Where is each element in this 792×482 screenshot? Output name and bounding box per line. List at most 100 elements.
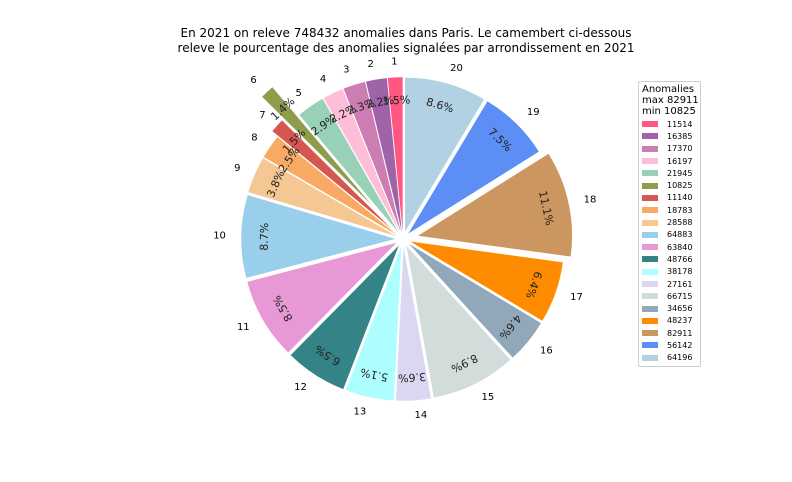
legend-swatch <box>642 182 658 189</box>
pie-category-label-10: 10 <box>213 231 226 242</box>
pie-category-label-16: 16 <box>540 346 553 357</box>
legend-label: 82911 <box>667 328 693 338</box>
legend-swatch <box>642 293 658 300</box>
chart-title-line-1: En 2021 on releve 748432 anomalies dans … <box>180 26 632 40</box>
legend-label: 11514 <box>667 119 693 129</box>
legend-label: 27161 <box>667 279 693 289</box>
legend-items: 11514 16385 17370 16197 21945 10825 11140 18783… <box>642 118 700 364</box>
pie-category-label-13: 13 <box>354 407 367 418</box>
legend-label: 10825 <box>667 181 693 191</box>
pie-percent-label-10: 8.7% <box>258 223 271 251</box>
pie-category-label-8: 8 <box>251 132 257 143</box>
legend-item: 21945 <box>642 167 700 179</box>
legend-swatch <box>642 231 658 238</box>
legend-item: 11140 <box>642 192 700 204</box>
legend-item: 16197 <box>642 155 700 167</box>
legend-label: 18783 <box>667 205 693 215</box>
legend-label: 17370 <box>667 144 693 154</box>
legend-swatch <box>642 219 658 226</box>
chart-title-line-2: releve le pourcentage des anomalies sign… <box>177 41 635 55</box>
pie-category-label-4: 4 <box>320 74 326 85</box>
pie-slice-10 <box>241 195 396 278</box>
pie-category-label-5: 5 <box>295 88 301 99</box>
legend-label: 63840 <box>667 242 693 252</box>
pie-slice-19 <box>408 101 539 234</box>
pie-category-label-12: 12 <box>294 382 307 393</box>
legend-item: 27161 <box>642 278 700 290</box>
legend-item: 64883 <box>642 229 700 241</box>
pie-slice-13 <box>345 246 402 401</box>
pie-category-label-15: 15 <box>482 392 495 403</box>
pie-slice-2 <box>365 78 402 232</box>
pie-category-label-9: 9 <box>234 163 240 174</box>
legend-swatch <box>642 330 658 337</box>
pie-category-label-17: 17 <box>570 292 583 303</box>
pie-slice-5 <box>299 98 399 233</box>
pie-slice-12 <box>290 245 399 390</box>
legend-swatch <box>642 244 658 251</box>
pie-slice-16 <box>408 243 542 358</box>
chart-title: En 2021 on releve 748432 anomalies dans … <box>0 26 792 56</box>
pie-category-label-14: 14 <box>415 410 428 421</box>
pie-slice-20 <box>405 77 485 232</box>
pie-slice-9 <box>248 158 396 236</box>
pie-category-label-1: 1 <box>391 57 397 68</box>
pie-percent-label-13: 5.1% <box>359 365 389 384</box>
pie-category-label-18: 18 <box>584 195 597 206</box>
pie-slice-14 <box>396 246 431 401</box>
legend-label: 38178 <box>667 267 693 277</box>
pie-category-label-3: 3 <box>343 65 349 76</box>
legend: Anomalies max 82911 min 10825 11514 16385… <box>638 81 701 367</box>
pie-category-label-19: 19 <box>527 107 540 118</box>
legend-swatch <box>642 133 658 140</box>
pie-category-label-2: 2 <box>367 59 373 70</box>
legend-swatch <box>642 305 658 312</box>
pie-percent-label-2: 2.2% <box>365 94 395 111</box>
legend-label: 56142 <box>667 340 693 350</box>
pie-slice-3 <box>343 81 401 232</box>
legend-item: 48237 <box>642 315 700 327</box>
legend-item: 63840 <box>642 241 700 253</box>
pie-slice-17 <box>410 241 563 321</box>
legend-item: 34656 <box>642 302 700 314</box>
legend-item: 16385 <box>642 130 700 142</box>
legend-label: 64196 <box>667 353 693 363</box>
legend-item: 66715 <box>642 290 700 302</box>
legend-swatch <box>642 256 658 263</box>
legend-item: 38178 <box>642 266 700 278</box>
legend-item: 17370 <box>642 143 700 155</box>
legend-swatch <box>642 145 658 152</box>
legend-label: 16197 <box>667 156 693 166</box>
legend-label: 16385 <box>667 131 693 141</box>
pie-slice-18 <box>418 153 573 257</box>
pie-slice-4 <box>323 89 400 233</box>
legend-swatch <box>642 268 658 275</box>
legend-label: 48766 <box>667 254 693 264</box>
pie-slices <box>241 77 573 401</box>
legend-label: 21945 <box>667 168 693 178</box>
legend-label: 28588 <box>667 218 693 228</box>
pie-slice-6 <box>262 87 372 206</box>
legend-swatch <box>642 354 658 361</box>
legend-label: 11140 <box>667 193 693 203</box>
pie-slice-11 <box>247 242 397 353</box>
legend-item: 11514 <box>642 118 700 130</box>
pie-category-label-6: 6 <box>250 75 256 86</box>
pie-slice-7 <box>272 120 392 229</box>
legend-item: 64196 <box>642 352 700 364</box>
legend-item: 56142 <box>642 339 700 351</box>
legend-title-line-2: max 82911 <box>642 95 699 106</box>
pie-slice-15 <box>406 245 511 398</box>
legend-label: 34656 <box>667 304 693 314</box>
pie-category-label-7: 7 <box>259 110 265 121</box>
legend-swatch <box>642 121 658 128</box>
pie-slice-1 <box>387 77 403 232</box>
legend-item: 28588 <box>642 216 700 228</box>
pie-percent-label-1: 1.5% <box>382 93 411 107</box>
legend-swatch <box>642 158 658 165</box>
legend-swatch <box>642 281 658 287</box>
legend-title-line-1: Anomalies <box>642 84 695 95</box>
legend-swatch <box>642 194 658 201</box>
